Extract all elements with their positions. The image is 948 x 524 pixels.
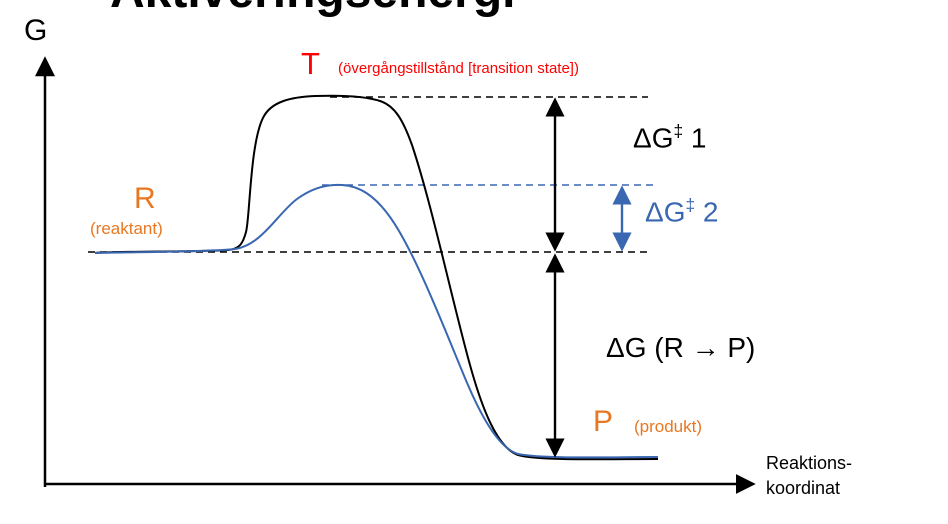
- transition-state-symbol: T: [301, 46, 320, 81]
- delta-g1-base: ΔG: [633, 122, 674, 154]
- delta-g2-label: ΔG‡ 2: [645, 195, 719, 228]
- product-detail: (produkt): [634, 417, 703, 436]
- reactant-symbol: R: [134, 182, 156, 215]
- delta-g2-doubledagger: ‡: [685, 195, 696, 215]
- delta-g1-label: ΔG‡ 1: [633, 121, 707, 154]
- delta-g2-base: ΔG: [645, 196, 686, 228]
- x-axis-label-line1: Reaktions-: [766, 453, 853, 473]
- x-axis-label: Reaktions- koordinat: [766, 451, 852, 501]
- transition-state-detail: (övergångstillstånd [transition state]): [338, 60, 579, 77]
- uncatalyzed-reaction-curve: [94, 94, 659, 461]
- delta-g-overall-label: ΔG (R → P): [606, 332, 756, 363]
- delta-g2-number: 2: [695, 196, 719, 228]
- delta-g1-number: 1: [683, 122, 707, 154]
- product-symbol: P: [593, 405, 614, 438]
- x-axis-label-line2: koordinat: [766, 478, 841, 498]
- reactant-detail: (reaktant): [90, 219, 163, 238]
- delta-g1-doubledagger: ‡: [673, 121, 684, 141]
- page-title: Aktiveringsenergi: [110, 0, 515, 18]
- catalyzed-reaction-curve: [94, 183, 659, 459]
- y-axis-label: G: [24, 14, 48, 47]
